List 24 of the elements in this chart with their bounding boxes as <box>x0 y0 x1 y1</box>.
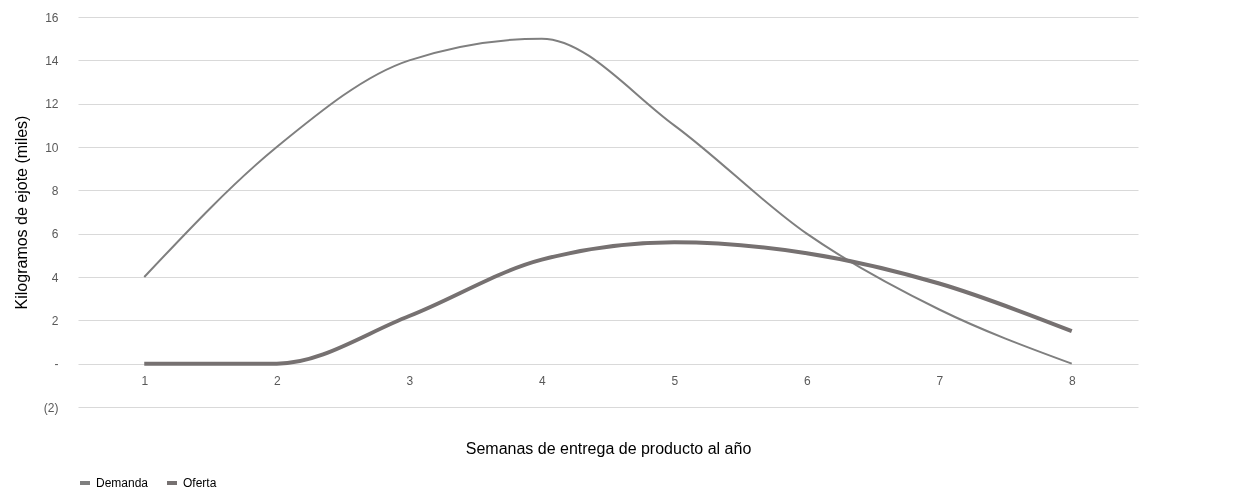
x-tick-label: 4 <box>538 374 546 389</box>
y-tick-label: 2 <box>51 313 59 328</box>
y-tick-label: (2) <box>43 400 59 415</box>
y-tick-label: 4 <box>51 270 59 285</box>
x-tick-label: 7 <box>936 374 944 389</box>
y-tick-label: 16 <box>45 10 59 25</box>
y-tick-label: 8 <box>51 183 59 198</box>
legend-label: Oferta <box>183 476 217 490</box>
y-tick-label: 6 <box>51 227 59 242</box>
x-tick-label: 1 <box>141 374 149 389</box>
line-series <box>142 240 1074 366</box>
x-tick-label: 5 <box>671 374 679 389</box>
x-tick-label: 2 <box>273 374 281 389</box>
x-tick-label: 8 <box>1068 374 1076 389</box>
legend-label: Demanda <box>96 476 149 490</box>
y-axis-title: Kilogramos de ejote (miles) <box>12 115 30 310</box>
x-tick-label: 3 <box>406 374 414 389</box>
y-tick-label: 14 <box>45 53 59 68</box>
line-series <box>143 37 1073 365</box>
y-tick-label: 12 <box>45 97 59 112</box>
y-tick-label: - <box>54 357 59 372</box>
x-axis-title: Semanas de entrega de producto al año <box>465 439 752 457</box>
y-tick-label: 10 <box>45 140 59 155</box>
x-tick-label: 6 <box>803 374 811 389</box>
